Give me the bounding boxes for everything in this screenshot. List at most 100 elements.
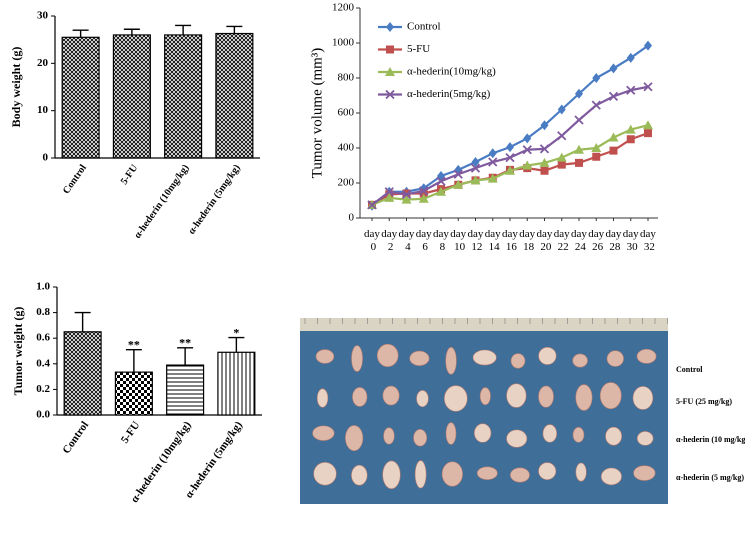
tumor — [345, 425, 364, 452]
point — [522, 160, 533, 170]
point — [575, 88, 583, 99]
y-tick-label: 400 — [338, 142, 355, 154]
tumor — [312, 425, 335, 441]
legend-marker — [385, 67, 395, 76]
tumor — [476, 466, 498, 480]
y-tick-label: 0.2 — [36, 383, 50, 395]
tumor — [472, 349, 497, 366]
legend-label: α-hederin(10mg/kg) — [407, 66, 496, 78]
x-tick-label: Control — [61, 163, 89, 197]
bar — [61, 36, 100, 159]
tumor — [575, 462, 587, 482]
x-tick-label: Control — [60, 419, 91, 456]
tumor-photo — [300, 318, 745, 504]
tumor — [599, 382, 622, 410]
tumor — [382, 385, 400, 406]
y-tick-label: 10 — [37, 104, 49, 116]
point — [556, 152, 567, 162]
point — [384, 187, 394, 197]
x-tick-label: day 10 — [450, 228, 466, 253]
point — [470, 163, 481, 173]
legend-label: 5-FU — [407, 43, 430, 55]
point — [419, 189, 428, 198]
point — [419, 186, 429, 196]
point — [506, 142, 514, 153]
point — [540, 166, 549, 175]
significance: * — [233, 325, 239, 339]
point — [470, 175, 481, 185]
tumor — [600, 467, 622, 486]
tumor — [474, 423, 492, 443]
point — [539, 157, 550, 167]
point — [643, 82, 653, 92]
tumor — [441, 461, 463, 487]
point — [592, 152, 601, 161]
tumor — [416, 390, 429, 408]
y-tick-label: 0 — [349, 212, 355, 224]
row-label: 5-FU (25 mg/kg) — [676, 397, 732, 406]
tumor — [414, 460, 427, 489]
tumor — [606, 350, 624, 367]
tumor — [506, 383, 527, 408]
tumor — [538, 462, 557, 480]
row-label: α-hederin (10 mg/kg) — [676, 435, 745, 444]
point — [436, 186, 446, 196]
tumor — [376, 343, 399, 368]
y-tick-label: 0.8 — [36, 306, 50, 318]
x-tick-label: α-hederin (10mg/kg) — [132, 163, 191, 241]
y-axis-label: Tumor weight (g) — [11, 307, 25, 396]
point — [644, 129, 652, 138]
x-tick-label: 5-FU — [119, 419, 143, 445]
point — [436, 176, 446, 186]
bar — [215, 32, 254, 159]
y-tick-label: 1.0 — [36, 281, 50, 293]
point — [488, 157, 498, 167]
bar — [217, 351, 256, 416]
tumor — [572, 353, 588, 368]
y-tick-label: 600 — [338, 107, 355, 119]
legend-label: Control — [407, 21, 441, 33]
tumor — [542, 424, 558, 443]
legend-label: α-hederin(5mg/kg) — [407, 88, 491, 100]
tumor — [383, 427, 395, 445]
y-tick-label: 200 — [338, 177, 355, 189]
point — [591, 100, 601, 110]
point — [453, 179, 464, 189]
point — [488, 148, 497, 159]
point — [557, 131, 567, 141]
point — [608, 91, 619, 102]
point — [574, 115, 584, 125]
x-tick-label: day 28 — [606, 228, 622, 253]
tumor — [444, 385, 468, 412]
row-label: Control — [676, 365, 703, 374]
tumor — [351, 345, 363, 372]
point — [626, 52, 635, 63]
y-axis-label: Tumor volume (mm³) — [309, 48, 325, 179]
tumor — [479, 387, 491, 406]
point — [644, 40, 652, 51]
tumor — [351, 464, 368, 486]
label-area — [668, 318, 745, 504]
point — [487, 173, 498, 183]
point — [523, 133, 532, 144]
point — [418, 193, 429, 203]
point — [643, 120, 653, 130]
tumor — [506, 429, 528, 448]
y-tick-label: 0.6 — [36, 332, 50, 344]
y-tick-label: 20 — [37, 57, 49, 69]
point — [591, 143, 602, 152]
y-tick-label: 1000 — [332, 37, 355, 49]
x-tick-label: α-hederin (5mg/kg) — [183, 419, 245, 501]
point — [453, 169, 463, 179]
tumor — [633, 465, 656, 481]
y-tick-label: 800 — [338, 72, 355, 84]
x-tick-label: day 16 — [502, 228, 518, 253]
point — [626, 85, 636, 95]
tumor — [445, 347, 457, 375]
point — [625, 124, 636, 134]
x-tick-label: day 4 — [399, 228, 415, 253]
x-tick-label: day 22 — [554, 228, 570, 253]
x-tick-label: day 20 — [537, 228, 553, 253]
tumor — [605, 426, 622, 446]
